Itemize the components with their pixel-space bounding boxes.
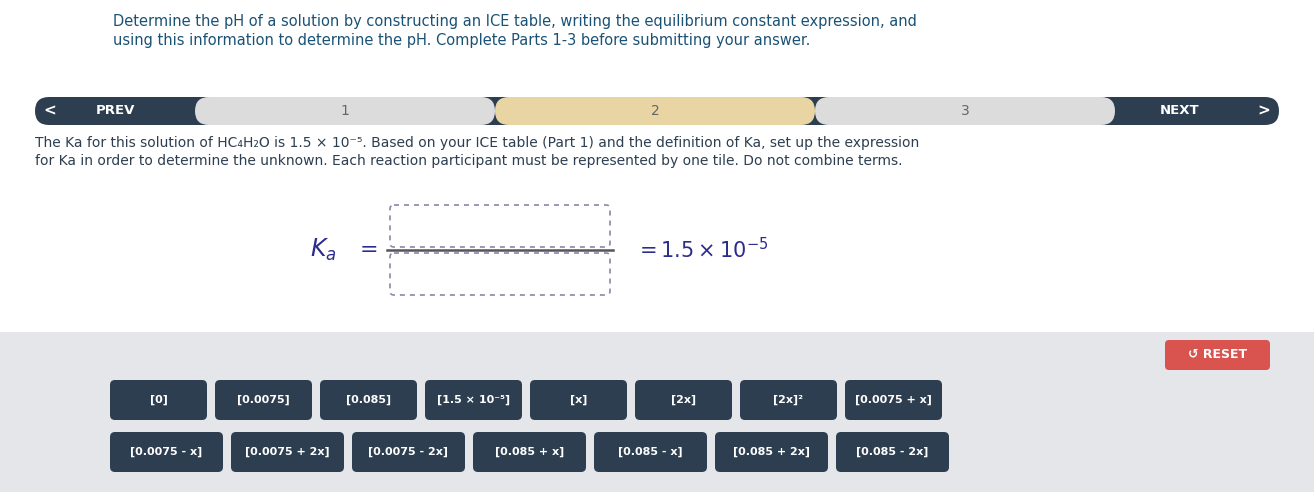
Text: [0.085 + x]: [0.085 + x] [495,447,564,457]
Text: $= 1.5 \times 10^{-5}$: $= 1.5 \times 10^{-5}$ [635,238,769,263]
FancyBboxPatch shape [390,253,610,295]
Text: 3: 3 [961,104,970,118]
FancyBboxPatch shape [594,432,707,472]
FancyBboxPatch shape [424,380,522,420]
Text: [0]: [0] [150,395,167,405]
Text: <: < [43,103,57,119]
Text: [2x]: [2x] [671,395,696,405]
FancyBboxPatch shape [110,432,223,472]
Text: [0.085 - x]: [0.085 - x] [618,447,683,457]
Text: 2: 2 [650,104,660,118]
Text: [0.0075 - 2x]: [0.0075 - 2x] [368,447,448,457]
FancyBboxPatch shape [231,432,344,472]
Text: [0.0075]: [0.0075] [237,395,290,405]
FancyBboxPatch shape [740,380,837,420]
FancyBboxPatch shape [473,432,586,472]
FancyBboxPatch shape [194,97,495,125]
Text: [x]: [x] [570,395,587,405]
FancyBboxPatch shape [352,432,465,472]
FancyBboxPatch shape [836,432,949,472]
Text: [0.085]: [0.085] [346,395,392,405]
Text: for Ka in order to determine the unknown. Each reaction participant must be repr: for Ka in order to determine the unknown… [35,154,903,168]
Text: using this information to determine the pH. Complete Parts 1-3 before submitting: using this information to determine the … [113,33,811,48]
Bar [0,332,1314,492]
Text: [0.085 - 2x]: [0.085 - 2x] [857,447,929,457]
FancyBboxPatch shape [815,97,1116,125]
Text: [2x]²: [2x]² [774,395,803,405]
FancyBboxPatch shape [110,380,208,420]
Text: [0.0075 + x]: [0.0075 + x] [855,395,932,405]
FancyBboxPatch shape [635,380,732,420]
Text: ↺ RESET: ↺ RESET [1188,348,1247,362]
FancyBboxPatch shape [530,380,627,420]
FancyBboxPatch shape [35,97,1279,125]
Text: =: = [360,240,378,260]
Text: >: > [1257,103,1271,119]
FancyBboxPatch shape [390,205,610,247]
FancyBboxPatch shape [321,380,417,420]
FancyBboxPatch shape [495,97,815,125]
Text: [0.0075 - x]: [0.0075 - x] [130,447,202,457]
FancyBboxPatch shape [215,380,311,420]
Text: Determine the pH of a solution by constructing an ICE table, writing the equilib: Determine the pH of a solution by constr… [113,14,917,29]
Text: [0.085 + 2x]: [0.085 + 2x] [733,447,809,457]
Text: The Ka for this solution of HC₄H₂O is 1.5 × 10⁻⁵. Based on your ICE table (Part : The Ka for this solution of HC₄H₂O is 1.… [35,136,920,150]
Text: $K_a$: $K_a$ [310,237,336,263]
FancyBboxPatch shape [1166,340,1271,370]
Text: [1.5 × 10⁻⁵]: [1.5 × 10⁻⁵] [438,395,510,405]
Text: NEXT: NEXT [1160,104,1200,118]
Text: [0.0075 + 2x]: [0.0075 + 2x] [246,447,330,457]
FancyBboxPatch shape [715,432,828,472]
FancyBboxPatch shape [845,380,942,420]
Text: 1: 1 [340,104,350,118]
Text: PREV: PREV [96,104,135,118]
